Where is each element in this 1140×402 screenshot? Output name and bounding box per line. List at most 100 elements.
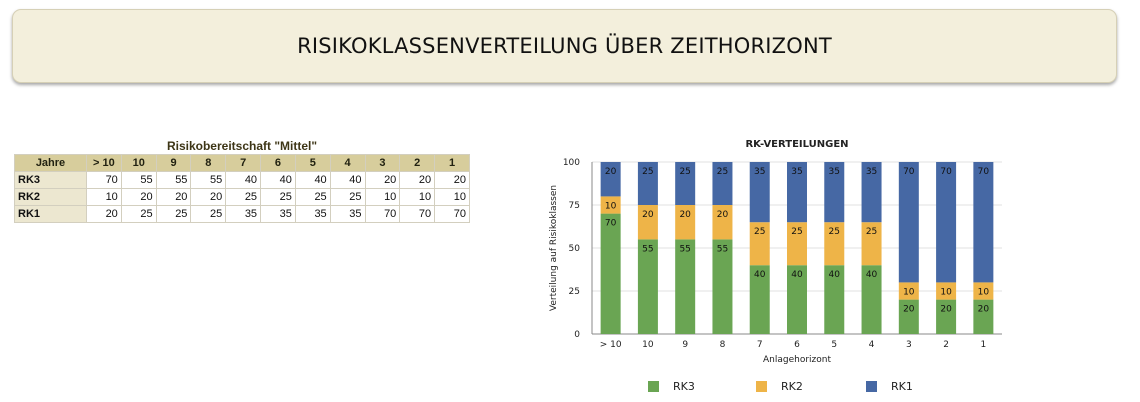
bar-segment-rk2 <box>675 205 696 240</box>
data-label: 35 <box>866 167 877 177</box>
header-cell: 7 <box>225 154 262 172</box>
x-tick-label: 2 <box>943 340 949 350</box>
table-row: RK1 20 25 25 25 35 35 35 35 70 70 70 <box>14 205 470 223</box>
table-cell: 55 <box>190 171 227 189</box>
data-label: 55 <box>717 244 728 254</box>
table-cell: 35 <box>294 205 331 223</box>
table-header-row: Jahre > 10 10 9 8 7 6 5 4 3 2 1 <box>14 154 470 172</box>
y-axis-label: Verteilung auf Risikoklassen <box>549 185 559 311</box>
y-tick-label: 0 <box>574 330 580 340</box>
legend-swatch <box>648 380 659 392</box>
legend-label: RK2 <box>781 379 803 393</box>
legend-item-rk2: RK2 <box>756 378 803 394</box>
table-title: Risikobereitschaft "Mittel" <box>166 139 318 153</box>
table-cell: 40 <box>329 171 366 189</box>
bar-segment-rk2 <box>936 282 957 300</box>
x-tick-label: 3 <box>906 340 912 350</box>
bar-segment-rk3 <box>898 299 919 334</box>
bar-segment-rk3 <box>749 265 770 334</box>
table-cell: 20 <box>399 171 436 189</box>
data-label: 20 <box>978 305 990 315</box>
bar-segment-rk3 <box>824 265 845 334</box>
data-label: 70 <box>605 219 617 229</box>
y-tick-label: 25 <box>569 287 580 297</box>
bar-segment-rk3 <box>637 239 658 334</box>
y-tick-label: 100 <box>563 158 580 168</box>
data-label: 40 <box>829 270 841 280</box>
bar-segment-rk1 <box>675 162 696 205</box>
data-label: 35 <box>791 167 802 177</box>
data-label: 10 <box>605 201 617 211</box>
title-banner: RISIKOKLASSENVERTEILUNG ÜBER ZEITHORIZON… <box>12 9 1117 83</box>
y-tick-label: 50 <box>569 244 581 254</box>
data-label: 20 <box>717 210 729 220</box>
bar-segment-rk1 <box>637 162 658 205</box>
bar-segment-rk2 <box>898 282 919 300</box>
table-cell: 25 <box>120 205 157 223</box>
data-label: 55 <box>642 244 653 254</box>
data-label: 55 <box>679 244 690 254</box>
header-cell-jahre: Jahre <box>14 154 87 172</box>
table-cell: 20 <box>120 188 157 206</box>
header-cell: 10 <box>120 154 157 172</box>
bar-segment-rk1 <box>898 162 919 283</box>
table-cell: 25 <box>155 205 192 223</box>
data-label: 35 <box>754 167 765 177</box>
header-cell: > 10 <box>86 154 122 172</box>
bar-segment-rk3 <box>973 299 994 334</box>
legend-swatch <box>756 380 767 392</box>
header-cell: 6 <box>260 154 296 172</box>
table-cell: 10 <box>434 188 470 206</box>
x-tick-label: 7 <box>757 340 763 350</box>
bar-segment-rk1 <box>861 162 882 223</box>
table-cell: 70 <box>399 205 436 223</box>
table-cell: 20 <box>86 205 122 223</box>
table-cell: 35 <box>329 205 366 223</box>
table-cell: 25 <box>190 205 227 223</box>
data-label: 20 <box>642 210 654 220</box>
x-axis-label: Anlagehorizont <box>763 355 831 365</box>
table-cell: 70 <box>86 171 122 189</box>
table-cell: 35 <box>225 205 262 223</box>
bar-segment-rk1 <box>749 162 770 223</box>
bar-segment-rk1 <box>973 162 994 283</box>
header-cell: 2 <box>399 154 436 172</box>
table-cell: 25 <box>260 188 296 206</box>
data-label: 10 <box>978 287 990 297</box>
table-row: RK2 10 20 20 20 25 25 25 25 10 10 10 <box>14 188 470 206</box>
data-label: 40 <box>791 270 803 280</box>
data-label: 10 <box>903 287 915 297</box>
bar-segment-rk2 <box>600 196 621 214</box>
table-cell: 70 <box>364 205 401 223</box>
bar-segment-rk3 <box>936 299 957 334</box>
row-label: RK2 <box>14 188 87 206</box>
bar-segment-rk1 <box>787 162 807 223</box>
bar-segment-rk1 <box>600 162 621 197</box>
x-tick-label: 1 <box>980 340 986 350</box>
x-tick-label: 6 <box>794 340 800 350</box>
table-cell: 55 <box>120 171 157 189</box>
bar-segment-rk1 <box>824 162 845 223</box>
data-label: 25 <box>829 227 840 237</box>
x-tick-label: 9 <box>682 340 688 350</box>
risk-table-panel: Risikobereitschaft "Mittel" Jahre > 10 10 9… <box>14 138 470 223</box>
table-cell: 35 <box>260 205 296 223</box>
data-label: 20 <box>679 210 691 220</box>
data-label: 35 <box>829 167 840 177</box>
bar-segment-rk3 <box>712 239 733 334</box>
table-cell: 10 <box>364 188 401 206</box>
x-tick-label: 10 <box>642 340 654 350</box>
header-cell: 9 <box>155 154 192 172</box>
x-tick-label: 8 <box>720 340 726 350</box>
header-cell: 3 <box>364 154 401 172</box>
bar-segment-rk2 <box>637 205 658 240</box>
bar-segment-rk2 <box>749 222 770 266</box>
table-cell: 40 <box>225 171 262 189</box>
risk-table: Jahre > 10 10 9 8 7 6 5 4 3 2 1 RK3 70 55 55 55 40 40 40 40 2… <box>14 154 470 223</box>
data-label: 70 <box>940 167 952 177</box>
data-label: 40 <box>866 270 878 280</box>
data-label: 25 <box>754 227 765 237</box>
data-label: 70 <box>978 167 990 177</box>
data-label: 70 <box>903 167 915 177</box>
table-cell: 20 <box>155 188 192 206</box>
